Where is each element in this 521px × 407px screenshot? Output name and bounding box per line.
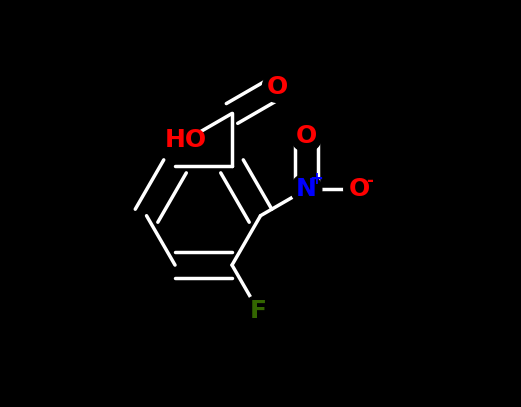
Text: HO: HO — [165, 128, 207, 152]
Circle shape — [171, 125, 202, 155]
Circle shape — [243, 295, 274, 326]
Circle shape — [291, 174, 322, 205]
Text: O: O — [267, 75, 289, 99]
Circle shape — [344, 174, 375, 205]
Text: O: O — [296, 125, 317, 148]
Circle shape — [263, 72, 293, 103]
Text: O: O — [349, 177, 370, 201]
Text: -: - — [366, 172, 373, 190]
Text: F: F — [250, 299, 267, 323]
Text: N: N — [296, 177, 317, 201]
Text: +: + — [309, 170, 324, 188]
Circle shape — [291, 121, 322, 152]
